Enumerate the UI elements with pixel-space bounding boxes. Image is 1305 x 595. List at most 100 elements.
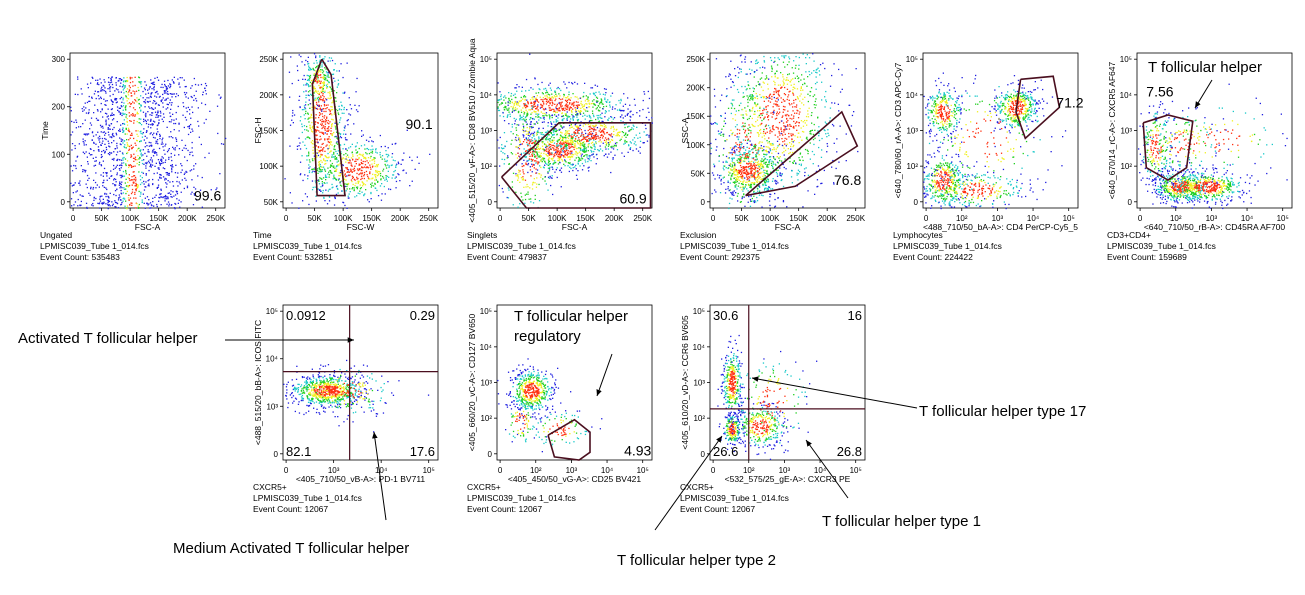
density-point xyxy=(183,173,185,175)
density-point xyxy=(356,188,358,190)
density-point xyxy=(553,145,556,147)
density-point xyxy=(318,69,320,71)
density-point xyxy=(174,147,176,149)
density-point xyxy=(591,133,593,135)
density-point xyxy=(344,158,346,160)
density-point xyxy=(531,132,533,134)
density-point xyxy=(316,73,319,75)
density-point xyxy=(159,135,161,137)
density-point xyxy=(582,115,584,117)
density-point xyxy=(513,110,515,112)
density-point xyxy=(303,108,305,111)
density-point xyxy=(315,67,317,69)
density-point xyxy=(335,108,337,111)
density-point xyxy=(330,141,332,143)
density-point xyxy=(579,113,582,115)
density-point xyxy=(168,192,171,194)
density-point xyxy=(304,78,306,81)
density-point xyxy=(573,101,575,103)
density-point xyxy=(122,99,124,101)
density-point xyxy=(338,132,340,134)
density-point xyxy=(121,101,123,103)
density-point xyxy=(148,145,150,147)
density-point xyxy=(370,191,372,194)
density-point xyxy=(502,115,505,118)
density-point xyxy=(345,139,347,141)
density-point xyxy=(551,97,553,99)
density-point xyxy=(545,183,547,185)
density-point xyxy=(317,179,319,181)
density-point xyxy=(307,130,309,132)
density-point xyxy=(313,99,315,101)
density-point xyxy=(355,149,357,151)
density-point xyxy=(311,168,313,171)
density-point xyxy=(557,155,559,157)
density-point xyxy=(127,151,129,154)
density-point xyxy=(144,186,146,188)
density-point xyxy=(152,102,154,104)
density-point xyxy=(566,105,568,107)
density-point xyxy=(549,97,551,99)
density-point xyxy=(316,76,318,78)
x-tick-label: 250K xyxy=(633,214,652,223)
density-point xyxy=(106,116,108,118)
density-point xyxy=(347,183,349,185)
density-point xyxy=(159,193,161,196)
density-point xyxy=(591,137,594,140)
density-point xyxy=(588,102,590,104)
density-point xyxy=(157,167,159,169)
density-point xyxy=(566,101,569,104)
density-point xyxy=(515,104,518,106)
density-point xyxy=(150,92,152,94)
density-point xyxy=(120,79,122,81)
density-point xyxy=(97,91,99,93)
density-point xyxy=(331,125,333,127)
density-point xyxy=(174,172,177,174)
density-point xyxy=(172,185,175,187)
density-point xyxy=(157,184,160,186)
density-point xyxy=(593,129,596,131)
density-point xyxy=(298,54,300,56)
density-point xyxy=(573,145,576,147)
density-point xyxy=(155,194,157,196)
density-point xyxy=(311,130,313,133)
density-point xyxy=(361,172,364,174)
density-point xyxy=(152,201,154,203)
density-point xyxy=(170,84,172,86)
density-point xyxy=(615,129,617,131)
density-point xyxy=(103,89,105,92)
density-point xyxy=(320,123,322,125)
density-point xyxy=(327,148,329,151)
density-point xyxy=(535,92,537,94)
density-point xyxy=(317,92,319,94)
density-point xyxy=(511,123,513,126)
density-point xyxy=(560,155,562,157)
density-point xyxy=(77,76,79,78)
density-point xyxy=(334,80,336,82)
density-point xyxy=(311,121,313,124)
density-point xyxy=(150,142,152,144)
density-point xyxy=(590,87,592,89)
density-point xyxy=(354,196,356,198)
density-point xyxy=(583,150,585,152)
density-point xyxy=(567,95,569,98)
density-point xyxy=(602,142,604,144)
density-point xyxy=(543,103,545,105)
density-point xyxy=(619,102,621,104)
density-point xyxy=(337,188,339,190)
density-point xyxy=(509,102,511,104)
density-point xyxy=(317,122,319,124)
density-point xyxy=(185,107,187,109)
density-point xyxy=(620,100,622,102)
density-point xyxy=(161,141,163,143)
density-point xyxy=(106,113,108,115)
density-point xyxy=(125,80,127,83)
density-point xyxy=(109,88,111,90)
density-point xyxy=(159,133,161,136)
density-point xyxy=(154,77,156,79)
density-point xyxy=(320,153,322,156)
density-point xyxy=(351,180,353,183)
density-point xyxy=(125,200,127,202)
density-point xyxy=(169,83,171,85)
density-point xyxy=(101,195,103,197)
